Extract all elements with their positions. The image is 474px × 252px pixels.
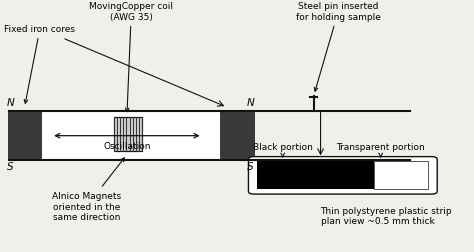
Text: Oscillation: Oscillation — [103, 142, 151, 151]
Bar — [9, 111, 42, 160]
Bar — [257, 162, 374, 190]
Text: S: S — [7, 161, 13, 171]
Text: N: N — [247, 98, 255, 108]
Bar — [114, 117, 143, 151]
Bar — [114, 117, 143, 151]
Text: Alnico Magnets
oriented in the
same direction: Alnico Magnets oriented in the same dire… — [52, 158, 124, 221]
Text: S: S — [247, 161, 254, 171]
Bar — [374, 162, 428, 190]
Text: MovingCopper coil
(AWG 35): MovingCopper coil (AWG 35) — [89, 3, 173, 112]
Text: Fixed iron cores: Fixed iron cores — [4, 25, 75, 104]
Text: N: N — [7, 98, 14, 108]
Text: Black portion: Black portion — [253, 142, 313, 157]
FancyBboxPatch shape — [248, 157, 437, 194]
Text: Transparent portion: Transparent portion — [336, 142, 425, 157]
Bar — [9, 111, 254, 160]
Text: Thin polystyrene plastic strip
plan view ~0.5 mm thick: Thin polystyrene plastic strip plan view… — [320, 206, 452, 225]
Bar — [220, 111, 254, 160]
Text: Steel pin inserted
for holding sample: Steel pin inserted for holding sample — [296, 3, 381, 92]
